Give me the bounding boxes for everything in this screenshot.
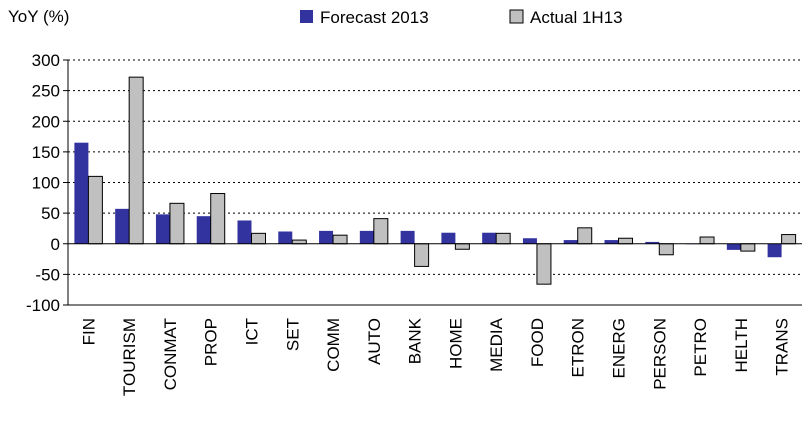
legend: Forecast 2013 Actual 1H13	[300, 8, 623, 27]
category-label-prop: PROP	[202, 318, 221, 366]
category-label-energ: ENERG	[610, 318, 629, 378]
bar-forecast-helth	[726, 243, 741, 250]
category-label-bank: BANK	[406, 317, 425, 364]
bar-actual-auto	[373, 218, 389, 245]
bar-actual-trans	[781, 234, 797, 245]
bar-forecast-tourism	[115, 208, 130, 244]
category-label-trans: TRANS	[773, 318, 792, 376]
y-tick-label: 250	[32, 82, 60, 101]
y-tick-label: 50	[41, 204, 60, 223]
bar-actual-etron	[577, 227, 593, 245]
y-axis-label: YoY (%)	[8, 7, 69, 26]
bar-forecast-auto	[359, 230, 374, 244]
y-tick-labels: -100 -50 0 50 100 150 200 250 300	[26, 51, 60, 315]
category-label-auto: AUTO	[365, 318, 384, 365]
bar-forecast-media	[482, 232, 497, 244]
bar-forecast-ict	[237, 220, 252, 244]
bar-actual-helth	[740, 243, 756, 252]
bar-forecast-conmat	[155, 214, 170, 244]
y-tick-label: 100	[32, 174, 60, 193]
bar-forecast-person	[645, 241, 660, 244]
bar-forecast-etron	[563, 240, 578, 244]
bar-forecast-bank	[400, 230, 415, 244]
bar-actual-prop	[210, 193, 226, 245]
bar-actual-energ	[618, 237, 633, 245]
bar-forecast-trans	[767, 243, 782, 258]
category-label-food: FOOD	[528, 318, 547, 367]
category-label-petro: PETRO	[691, 318, 710, 377]
bar-forecast-prop	[196, 216, 211, 244]
y-tick-label: 0	[51, 235, 60, 254]
bar-actual-conmat	[169, 202, 185, 245]
bar-forecast-home	[441, 232, 456, 244]
y-tick-label: -100	[26, 296, 60, 315]
bar-actual-food	[536, 243, 552, 285]
legend-label-forecast: Forecast 2013	[320, 8, 429, 27]
bar-actual-media	[495, 232, 511, 245]
category-label-home: HOME	[446, 318, 465, 369]
bar-actual-tourism	[128, 76, 144, 245]
bar-actual-bank	[414, 243, 430, 267]
category-labels: FIN TOURISM CONMAT PROP ICT SET COMM AUTO BANK HO…	[79, 317, 791, 396]
y-tick-label: 300	[32, 51, 60, 70]
category-label-etron: ETRON	[569, 318, 588, 378]
bar-actual-comm	[332, 234, 348, 245]
category-label-set: SET	[283, 318, 302, 351]
y-tick-label: 150	[32, 143, 60, 162]
bar-forecast-energ	[604, 240, 619, 244]
legend-swatch-forecast	[300, 10, 313, 23]
category-label-comm: COMM	[324, 318, 343, 372]
y-tick-label: -50	[35, 265, 60, 284]
bar-forecast-fin	[74, 142, 89, 244]
bar-actual-fin	[87, 175, 103, 245]
bar-actual-set	[291, 239, 307, 245]
legend-swatch-actual	[509, 9, 524, 24]
category-label-conmat: CONMAT	[161, 318, 180, 390]
category-label-tourism: TOURISM	[120, 318, 139, 396]
bars	[74, 76, 797, 285]
gridlines	[68, 59, 802, 306]
category-label-person: PERSON	[650, 318, 669, 390]
bar-actual-person	[658, 243, 674, 256]
bar-actual-petro	[699, 236, 715, 245]
bar-forecast-set	[278, 231, 293, 244]
bar-actual-ict	[251, 232, 266, 245]
bar-forecast-comm	[319, 230, 334, 244]
category-label-fin: FIN	[79, 318, 98, 345]
category-label-media: MEDIA	[487, 317, 506, 372]
bar-forecast-food	[522, 238, 537, 244]
bar-actual-home	[454, 243, 470, 250]
axes	[63, 59, 802, 306]
legend-label-actual: Actual 1H13	[530, 8, 623, 27]
category-label-ict: ICT	[243, 318, 262, 345]
category-label-helth: HELTH	[732, 318, 751, 372]
y-tick-label: 200	[32, 112, 60, 131]
